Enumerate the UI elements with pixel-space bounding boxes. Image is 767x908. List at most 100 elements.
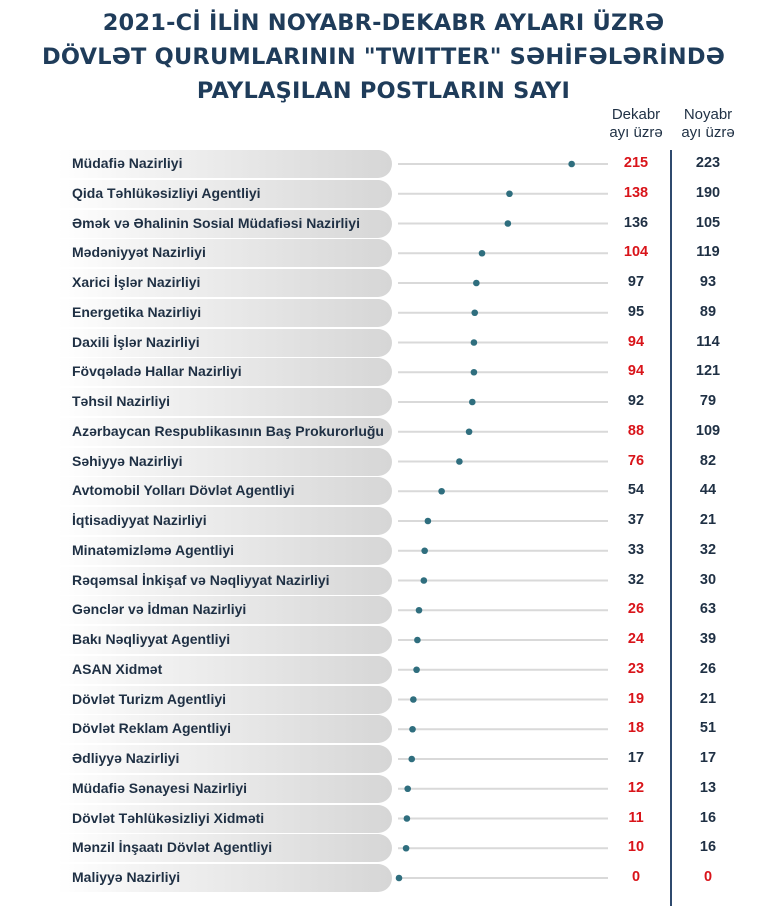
- lollipop-dot: [469, 398, 476, 406]
- december-value: 19: [627, 690, 645, 707]
- label-pill: [58, 507, 392, 535]
- category-label: Qida Təhlükəsizliyi Agentliyi: [72, 184, 261, 201]
- table-row: Gənclər və İdman Nazirliyi 26 63: [0, 595, 767, 625]
- category-label: Maliyyə Nazirliyi: [72, 869, 181, 885]
- lollipop-dot: [470, 339, 478, 346]
- lollipop-dot: [478, 249, 486, 257]
- november-value: 32: [699, 541, 717, 558]
- table-row: Dövlət Turizm Agentliyi 19 21: [0, 685, 767, 715]
- label-pill: [58, 150, 392, 178]
- lollipop-dot: [438, 487, 445, 495]
- category-label: Müdafiə Sənayesi Nazirliyi: [72, 779, 248, 796]
- label-pill: [58, 358, 392, 387]
- table-row: Müdafiə Sənayesi Nazirliyi 12 13: [0, 774, 767, 804]
- november-value: 223: [695, 155, 721, 171]
- label-pill: [58, 179, 392, 208]
- lollipop-dot: [424, 517, 432, 525]
- lollipop-dot: [504, 220, 512, 227]
- december-value: 88: [627, 422, 645, 439]
- table-row: Maliyyə Nazirliyi 0 0: [0, 863, 767, 893]
- december-value: 54: [627, 482, 645, 499]
- category-label: Bakı Nəqliyyat Agentliyi: [72, 631, 231, 647]
- december-value: 10: [627, 839, 645, 856]
- lollipop-dot: [456, 458, 463, 465]
- category-label: Azərbaycan Respublikasının Baş Prokurorl…: [72, 422, 384, 439]
- category-label: Mədəniyyət Nazirliyi: [72, 244, 206, 261]
- lollipop-dot: [403, 815, 411, 822]
- december-value: 18: [627, 720, 645, 737]
- category-label: Ədliyyə Nazirliyi: [72, 750, 180, 766]
- category-label: Səhiyyə Nazirliyi: [72, 452, 183, 469]
- label-pill: [58, 536, 392, 565]
- november-header-line-2: ayı üzrə: [681, 124, 735, 141]
- december-value: 104: [623, 244, 649, 261]
- november-value: 13: [699, 779, 717, 796]
- december-value: 76: [627, 452, 645, 469]
- lollipop-dot: [402, 844, 410, 852]
- category-label: Dövlət Turizm Agentliyi: [72, 690, 227, 707]
- label-pill: [58, 834, 392, 863]
- label-pill: [58, 417, 392, 446]
- november-value: 39: [699, 631, 717, 647]
- label-pill: [58, 209, 392, 238]
- table-row: Energetika Nazirliyi 95 89: [0, 298, 767, 328]
- lollipop-dot: [410, 696, 417, 703]
- category-label: Fövqəladə Hallar Nazirliyi: [72, 363, 242, 380]
- december-value: 12: [627, 779, 645, 796]
- category-label: Avtomobil Yolları Dövlət Agentliyi: [72, 482, 295, 499]
- label-pill: [58, 328, 392, 357]
- label-pill: [58, 804, 392, 833]
- lollipop-dot: [414, 636, 421, 644]
- december-value: 94: [627, 363, 645, 380]
- december-value: 97: [627, 274, 645, 290]
- category-label: Dövlət Reklam Agentliyi: [72, 720, 231, 737]
- category-label: Dövlət Təhlükəsizliyi Xidməti: [72, 809, 265, 826]
- november-value: 51: [699, 720, 717, 737]
- label-pill: [58, 655, 392, 684]
- label-pill: [58, 715, 392, 744]
- table-row: Səhiyyə Nazirliyi 76 82: [0, 447, 767, 477]
- november-value: 30: [699, 571, 717, 588]
- title-line-2: DÖVLƏT QURUMLARININ "TWITTER" SƏHİFƏLƏRİ…: [42, 44, 725, 70]
- december-column-header: Dekabr ayı üzrə: [600, 106, 672, 142]
- november-header-line-1: Noyabr: [683, 106, 733, 123]
- category-label: İqtisadiyyat Nazirliyi: [72, 512, 207, 528]
- lollipop-dot: [506, 190, 513, 198]
- lollipop-dot: [568, 160, 575, 168]
- november-value: 89: [699, 303, 717, 320]
- table-row: Mənzil İnşaatı Dövlət Agentliyi 10 16: [0, 833, 767, 863]
- november-column-header: Noyabr ayı üzrə: [672, 106, 744, 142]
- label-pill: [58, 388, 392, 416]
- table-row: Ədliyyə Nazirliyi 17 17: [0, 744, 767, 774]
- table-row: Fövqəladə Hallar Nazirliyi 94 121: [0, 357, 767, 387]
- label-pill: [58, 864, 392, 892]
- category-label: Müdafiə Nazirliyi: [72, 155, 183, 171]
- december-value: 26: [627, 601, 645, 618]
- label-pill: [58, 566, 392, 595]
- table-row: Dövlət Reklam Agentliyi 18 51: [0, 714, 767, 744]
- november-value: 190: [695, 184, 721, 201]
- november-value: 109: [695, 422, 721, 439]
- december-value: 33: [627, 541, 645, 558]
- table-row: Xarici İşlər Nazirliyi 97 93: [0, 268, 767, 298]
- november-value: 79: [699, 393, 717, 409]
- table-row: Daxili İşlər Nazirliyi 94 114: [0, 328, 767, 358]
- november-value: 121: [695, 363, 721, 380]
- november-value: 82: [699, 452, 717, 469]
- category-label: Minatəmizləmə Agentliyi: [72, 541, 235, 558]
- december-value: 11: [628, 809, 644, 826]
- label-pill: [58, 745, 392, 773]
- table-row: Bakı Nəqliyyat Agentliyi 24 39: [0, 625, 767, 655]
- lollipop-dot: [413, 666, 420, 674]
- category-label: Gənclər və İdman Nazirliyi: [72, 601, 247, 618]
- december-value: 37: [627, 512, 645, 528]
- november-value: 16: [699, 839, 717, 856]
- december-value: 95: [627, 303, 645, 320]
- november-value: 63: [699, 601, 717, 618]
- label-pill: [58, 774, 392, 803]
- november-value: 21: [699, 690, 717, 707]
- category-label: Daxili İşlər Nazirliyi: [72, 333, 200, 350]
- lollipop-dot: [409, 725, 416, 733]
- label-pill: [58, 269, 392, 297]
- table-row: Rəqəmsal İnkişaf və Nəqliyyat Nazirliyi 3…: [0, 566, 767, 596]
